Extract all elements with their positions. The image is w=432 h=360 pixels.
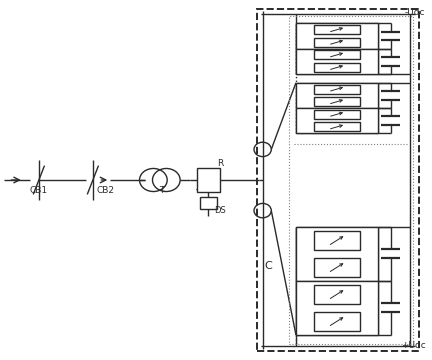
Text: +Udc: +Udc <box>401 341 426 350</box>
Bar <box>289 16 413 344</box>
Bar <box>296 281 378 335</box>
Bar <box>314 231 359 250</box>
Bar <box>314 38 359 47</box>
Text: CB1: CB1 <box>30 186 48 195</box>
Bar <box>314 122 359 131</box>
Bar <box>200 197 217 209</box>
Bar <box>296 49 378 74</box>
Text: DS: DS <box>214 206 226 215</box>
Bar <box>296 83 378 108</box>
Bar <box>296 227 378 281</box>
Bar <box>314 285 359 304</box>
Text: -Udc: -Udc <box>405 8 426 17</box>
Bar <box>314 85 359 94</box>
Bar <box>314 110 359 119</box>
Bar <box>314 50 359 59</box>
Bar <box>314 258 359 277</box>
Bar <box>257 9 419 351</box>
Bar <box>314 25 359 34</box>
Bar <box>296 23 378 49</box>
Bar <box>296 108 378 133</box>
Bar <box>197 168 220 192</box>
Circle shape <box>152 168 180 192</box>
Bar <box>314 312 359 331</box>
Bar <box>314 97 359 106</box>
Text: R: R <box>217 159 223 168</box>
Text: T: T <box>159 186 165 195</box>
Text: CB2: CB2 <box>97 186 115 195</box>
Text: C: C <box>264 261 272 271</box>
Bar <box>314 63 359 72</box>
